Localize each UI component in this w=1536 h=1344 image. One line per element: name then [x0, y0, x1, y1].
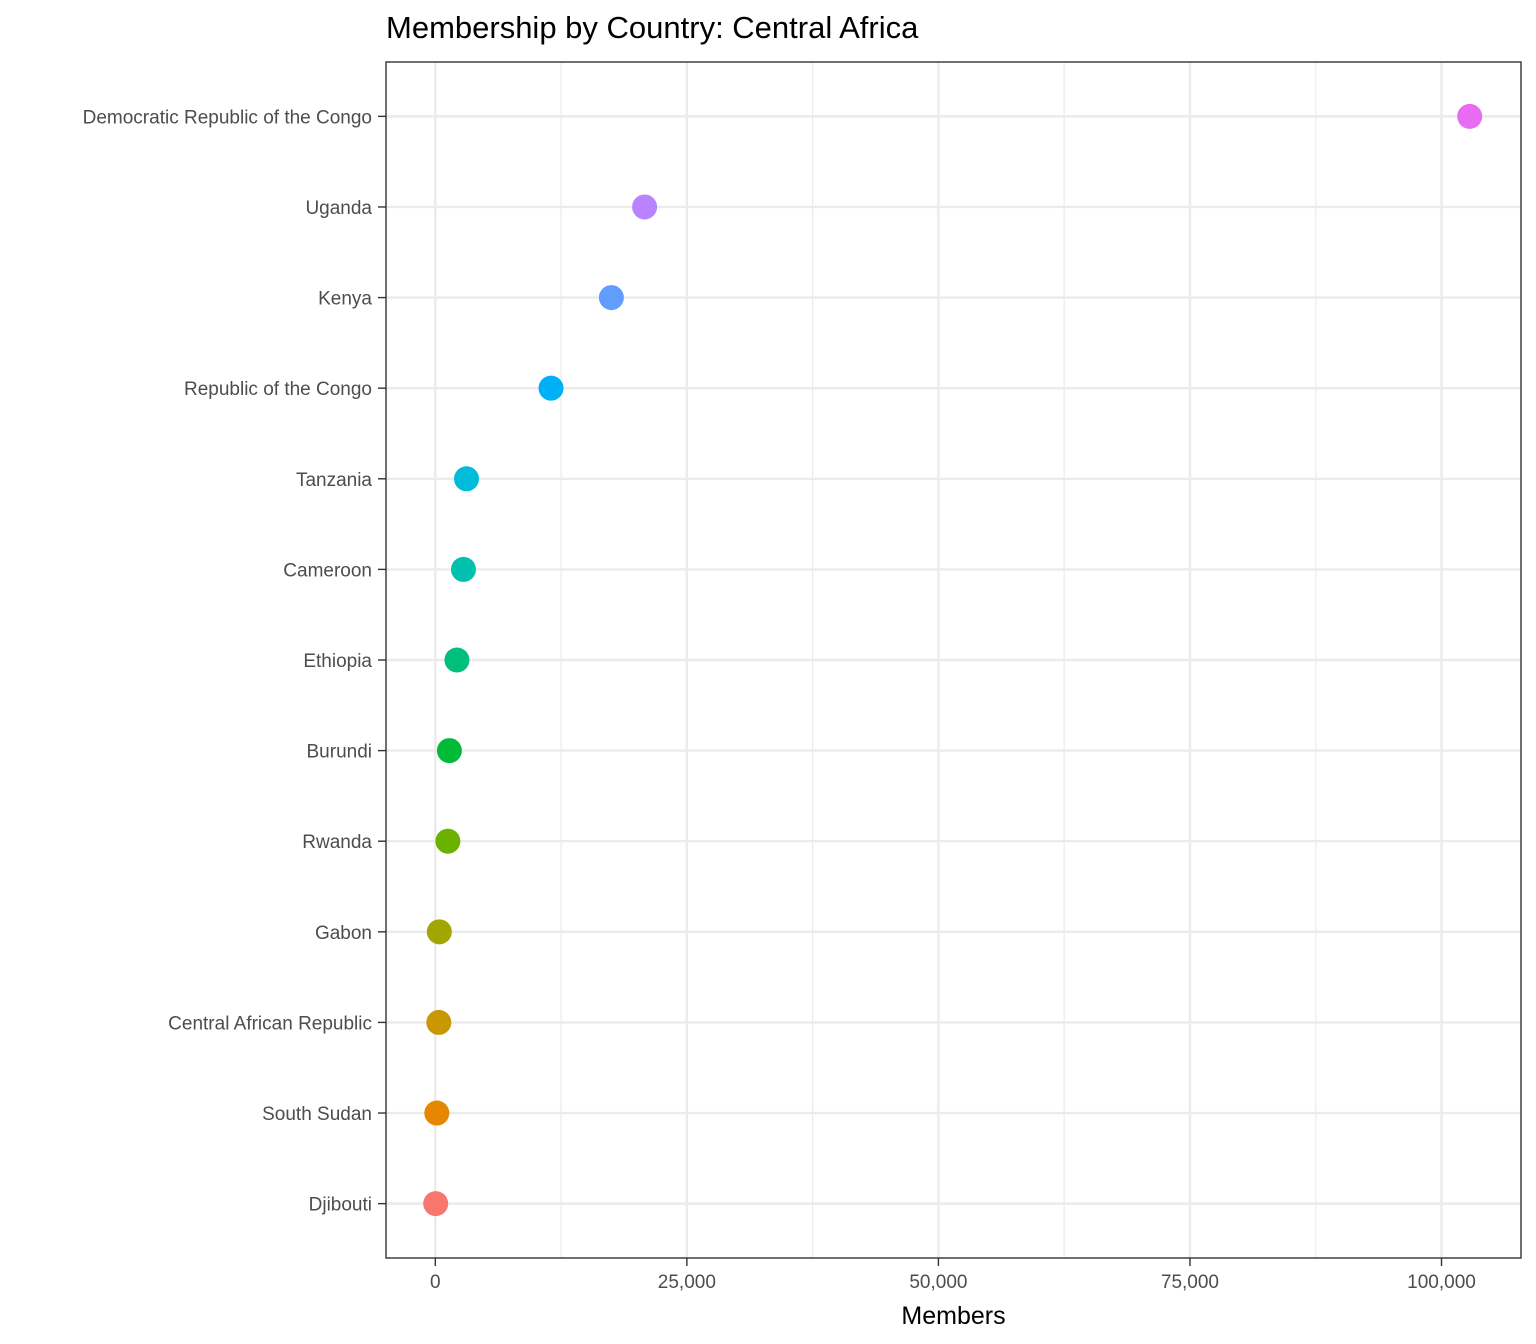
data-point: [450, 556, 476, 582]
x-axis-label: Members: [901, 1302, 1005, 1330]
y-axis: Djibouti South Sudan Central African Repub…: [83, 107, 386, 1216]
y-tick-label: Gabon: [315, 923, 372, 944]
x-tick-label: 100,000: [1407, 1272, 1476, 1293]
data-point: [423, 1191, 449, 1217]
y-tick-label: Uganda: [305, 198, 372, 219]
x-tick-label: 25,000: [658, 1272, 716, 1293]
data-point: [453, 466, 479, 492]
data-point: [538, 375, 564, 401]
y-tick-label: Ethiopia: [303, 651, 372, 672]
y-tick-label: Djibouti: [309, 1195, 372, 1216]
grid: [386, 62, 1521, 1258]
y-tick-label: Central African Republic: [168, 1013, 372, 1034]
x-tick-label: 0: [430, 1272, 441, 1293]
y-tick-label: Democratic Republic of the Congo: [83, 107, 372, 128]
data-point: [598, 285, 624, 311]
y-tick-label: Kenya: [318, 289, 372, 310]
data-point: [436, 738, 462, 764]
x-axis: 0 25,000 50,000 75,000 100,000: [430, 1258, 1476, 1293]
data-point: [444, 647, 470, 673]
y-tick-label: Cameroon: [283, 560, 372, 581]
x-tick-label: 50,000: [909, 1272, 967, 1293]
data-point: [632, 194, 658, 220]
data-point: [426, 919, 452, 945]
y-tick-label: Rwanda: [302, 832, 372, 853]
x-tick-label: 75,000: [1161, 1272, 1219, 1293]
data-points: [423, 103, 1483, 1217]
data-point: [426, 1009, 452, 1035]
chart-title: Membership by Country: Central Africa: [386, 10, 919, 45]
data-point: [424, 1100, 450, 1126]
y-tick-label: Burundi: [307, 742, 373, 763]
y-tick-label: Tanzania: [296, 470, 372, 491]
data-point: [435, 828, 461, 854]
y-tick-label: Republic of the Congo: [184, 379, 372, 400]
y-tick-label: South Sudan: [262, 1104, 372, 1125]
data-point: [1457, 103, 1483, 129]
